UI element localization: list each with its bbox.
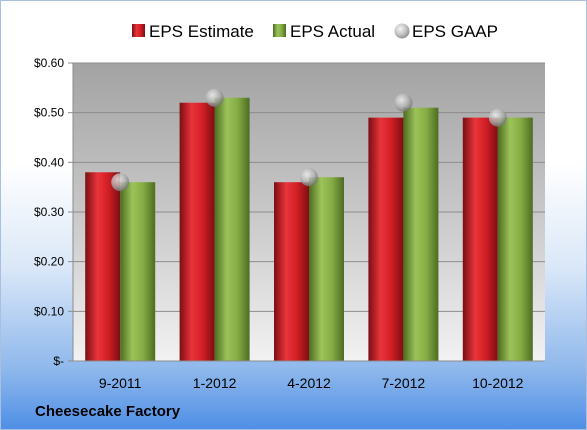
gaap-point (205, 88, 224, 107)
y-tick-label: $0.50 (34, 106, 64, 120)
x-category-label: 1-2012 (193, 375, 237, 391)
bar (497, 117, 533, 361)
bar (179, 102, 215, 361)
y-tick-label: $0.60 (34, 56, 64, 70)
gaap-point (488, 108, 507, 127)
legend-marker (394, 23, 410, 39)
bar (462, 117, 498, 361)
x-category-label: 7-2012 (382, 375, 426, 391)
gaap-point (300, 168, 318, 187)
bar (274, 182, 309, 361)
bar (309, 177, 344, 361)
y-tick-label: $0.30 (34, 205, 64, 219)
x-category-label: 10-2012 (472, 375, 524, 391)
bar (214, 97, 250, 362)
x-category-label: 9-2011 (99, 375, 142, 391)
legend-swatch (132, 24, 145, 37)
bar (403, 107, 439, 361)
gaap-point (111, 173, 130, 192)
y-tick-label: $- (53, 354, 64, 368)
bar (85, 172, 121, 361)
company-name: Cheesecake Factory (35, 403, 181, 420)
y-tick-label: $0.20 (34, 255, 64, 269)
bar (368, 117, 404, 361)
legend-label: EPS GAAP (412, 22, 498, 41)
legend-label: EPS Actual (290, 22, 375, 41)
legend-swatch (273, 24, 286, 37)
x-category-label: 4-2012 (287, 375, 331, 391)
y-tick-label: $0.40 (34, 155, 64, 169)
y-tick-label: $0.10 (34, 304, 64, 318)
legend-label: EPS Estimate (149, 22, 254, 41)
bar (120, 182, 156, 361)
gaap-point (394, 93, 413, 112)
